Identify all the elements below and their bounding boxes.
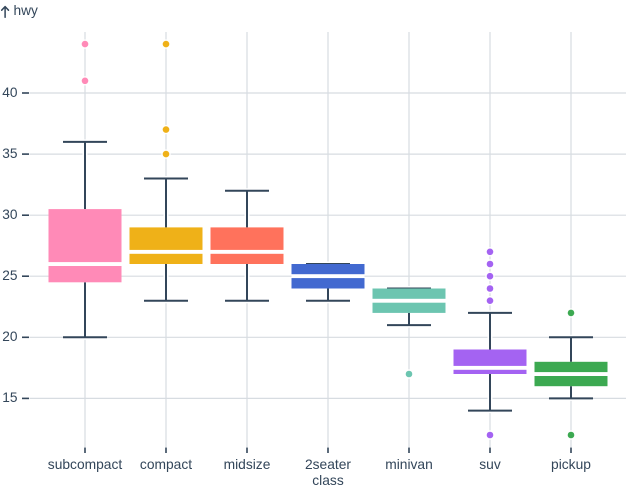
svg-text:class: class — [312, 473, 344, 488]
svg-text:compact: compact — [140, 457, 192, 472]
svg-text:20: 20 — [2, 329, 18, 344]
svg-text:35: 35 — [2, 146, 18, 161]
svg-text:25: 25 — [2, 268, 18, 283]
svg-text:15: 15 — [2, 390, 18, 405]
svg-text:2seater: 2seater — [305, 457, 351, 472]
svg-text:midsize: midsize — [224, 457, 271, 472]
svg-text:40: 40 — [2, 85, 18, 100]
svg-text:hwy: hwy — [14, 3, 38, 18]
svg-text:suv: suv — [479, 457, 501, 472]
svg-text:minivan: minivan — [385, 457, 433, 472]
svg-text:30: 30 — [2, 207, 18, 222]
svg-text:subcompact: subcompact — [48, 457, 123, 472]
svg-text:pickup: pickup — [551, 457, 591, 472]
